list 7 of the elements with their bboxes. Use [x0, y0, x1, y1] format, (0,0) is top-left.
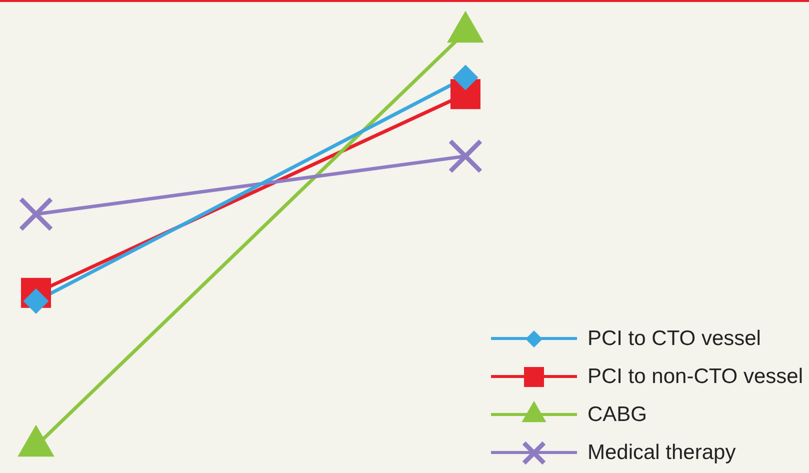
legend-label: Medical therapy: [587, 441, 736, 465]
legend-label: PCI to non-CTO vessel: [587, 365, 803, 389]
point: [19, 198, 53, 231]
legend-label: PCI to CTO vessel: [587, 327, 761, 351]
point: [452, 64, 478, 90]
point: [448, 140, 482, 173]
legend-label: CABG: [587, 403, 647, 427]
